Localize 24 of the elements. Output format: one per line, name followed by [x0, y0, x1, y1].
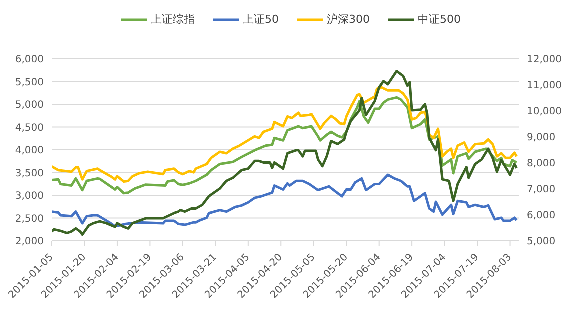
line-series	[52, 70, 518, 236]
y-tick-label: 5,500	[15, 77, 44, 88]
y2-tick-label: 8,000	[527, 158, 556, 170]
y-tick-label: 3,500	[15, 168, 44, 180]
y-tick-label: 4,500	[15, 122, 44, 134]
y-tick-label: 4,000	[15, 146, 44, 157]
y2-tick-label: 10,000	[527, 106, 562, 118]
y-tick-label: 5,000	[15, 100, 44, 112]
y-tick-label: 6,000	[15, 54, 44, 66]
legend-label: 中证500	[418, 12, 461, 27]
legend-label: 上证50	[243, 12, 279, 27]
y2-tick-label: 11,000	[527, 80, 562, 92]
y2-tick-label: 12,000	[527, 54, 562, 66]
y-tick-label: 3,000	[15, 191, 44, 202]
legend-label: 上证综指	[151, 12, 195, 27]
y2-tick-label: 9,000	[527, 132, 556, 144]
legend-label: 沪深300	[327, 12, 370, 27]
y2-tick-label: 6,000	[527, 210, 556, 222]
y2-tick-label: 7,000	[527, 184, 556, 196]
line-series	[52, 86, 518, 184]
y-tick-label: 2,000	[15, 236, 44, 248]
y2-tick-label: 5,000	[527, 236, 556, 248]
y-tick-label: 2,500	[15, 214, 44, 225]
line-series	[52, 174, 518, 228]
